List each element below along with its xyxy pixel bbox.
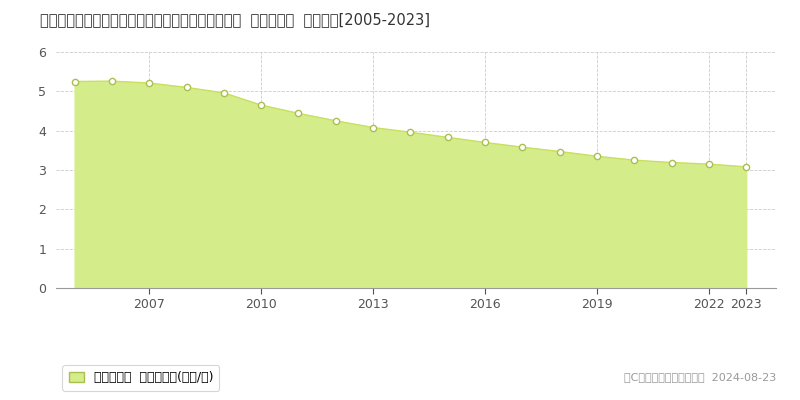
Text: （C）土地価格ドットコム  2024-08-23: （C）土地価格ドットコム 2024-08-23 xyxy=(624,372,776,382)
Text: 鴥取県東伯郡琴浦町大字八幡字馬場ノ西７６１番５  基準地価格  地価推移[2005-2023]: 鴥取県東伯郡琴浦町大字八幡字馬場ノ西７６１番５ 基準地価格 地価推移[2005-… xyxy=(40,12,430,27)
Legend: 基準地価格  平均坪単価(万円/坪): 基準地価格 平均坪単価(万円/坪) xyxy=(62,365,219,390)
